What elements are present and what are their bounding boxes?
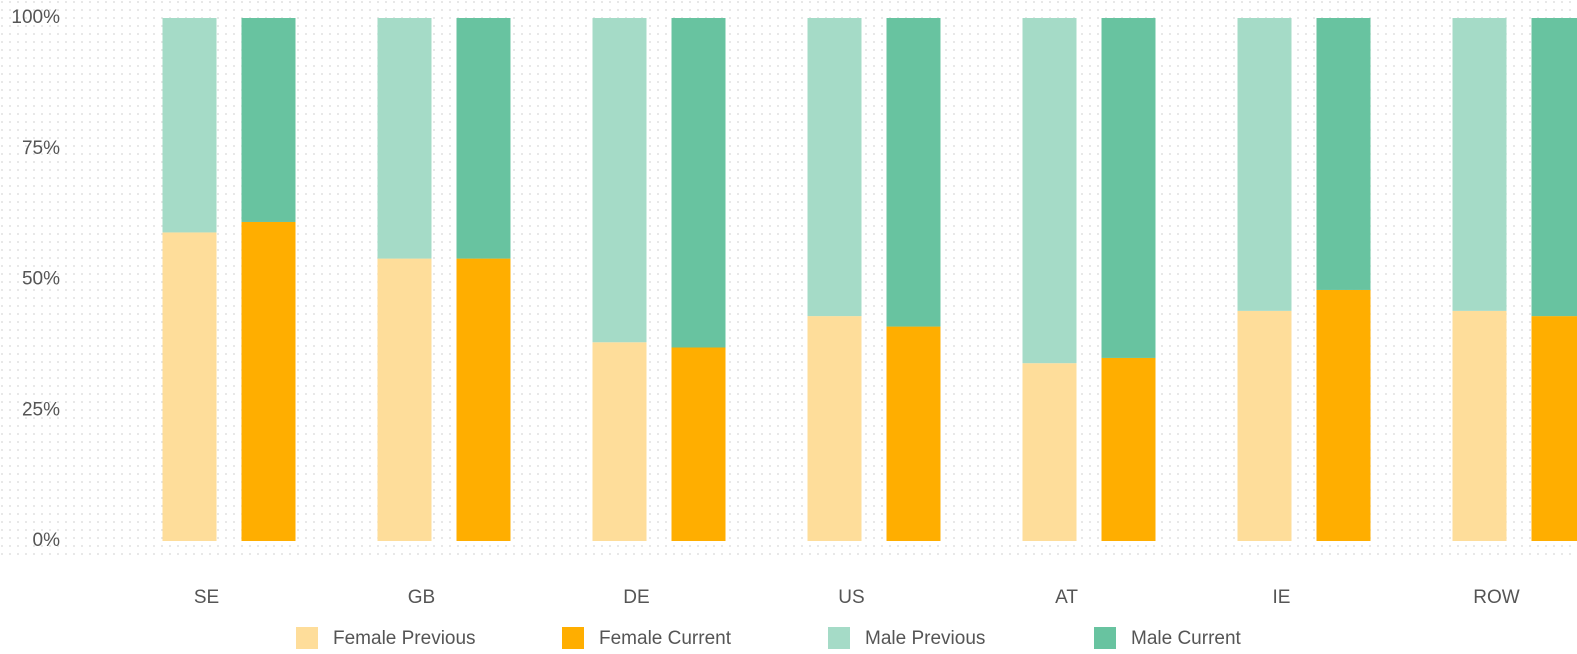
bar-segment — [592, 342, 647, 541]
x-tick-label: DE — [623, 587, 649, 608]
bar-segment — [456, 258, 511, 541]
legend-label: Male Previous — [865, 628, 985, 649]
bar-segment — [241, 18, 296, 222]
y-tick-label: 50% — [22, 269, 60, 290]
x-tick-label: IE — [1273, 587, 1291, 608]
y-tick-label: 100% — [11, 7, 60, 28]
bar-segment — [1101, 357, 1156, 541]
x-tick-label: GB — [408, 587, 435, 608]
bar-segment — [162, 232, 217, 541]
bar-segment — [1316, 18, 1371, 290]
legend-swatch — [296, 627, 318, 649]
bar-segment — [456, 18, 511, 259]
legend-label: Female Previous — [333, 628, 476, 649]
bar-segment — [1452, 310, 1507, 541]
legend-label: Female Current — [599, 628, 732, 649]
y-tick-label: 75% — [22, 138, 60, 159]
legend-swatch — [828, 627, 850, 649]
legend-swatch — [1094, 627, 1116, 649]
x-tick-label: ROW — [1473, 587, 1520, 608]
bar-segment — [671, 347, 726, 541]
legend-swatch — [562, 627, 584, 649]
bar-segment — [1237, 310, 1292, 541]
bar-segment — [592, 18, 647, 343]
bar-segment — [162, 18, 217, 233]
x-tick-label: AT — [1055, 587, 1078, 608]
bar-segment — [1022, 363, 1077, 541]
legend-label: Male Current — [1131, 628, 1242, 649]
bar-segment — [1452, 18, 1507, 311]
bar-segment — [1022, 18, 1077, 364]
y-tick-label: 0% — [33, 530, 61, 551]
bar-segment — [1531, 316, 1577, 541]
bar-segment — [1101, 18, 1156, 358]
bar-segment — [241, 221, 296, 541]
bar-segment — [1237, 18, 1292, 311]
y-tick-label: 25% — [22, 399, 60, 420]
bar-segment — [886, 326, 941, 541]
bar-segment — [377, 258, 432, 541]
bar-segment — [807, 316, 862, 541]
bar-segment — [886, 18, 941, 327]
x-tick-label: US — [838, 587, 864, 608]
bar-segment — [671, 18, 726, 348]
bar-segment — [1531, 18, 1577, 317]
bar-segment — [1316, 289, 1371, 541]
x-tick-label: SE — [194, 587, 219, 608]
bar-segment — [377, 18, 432, 259]
bar-segment — [807, 18, 862, 317]
